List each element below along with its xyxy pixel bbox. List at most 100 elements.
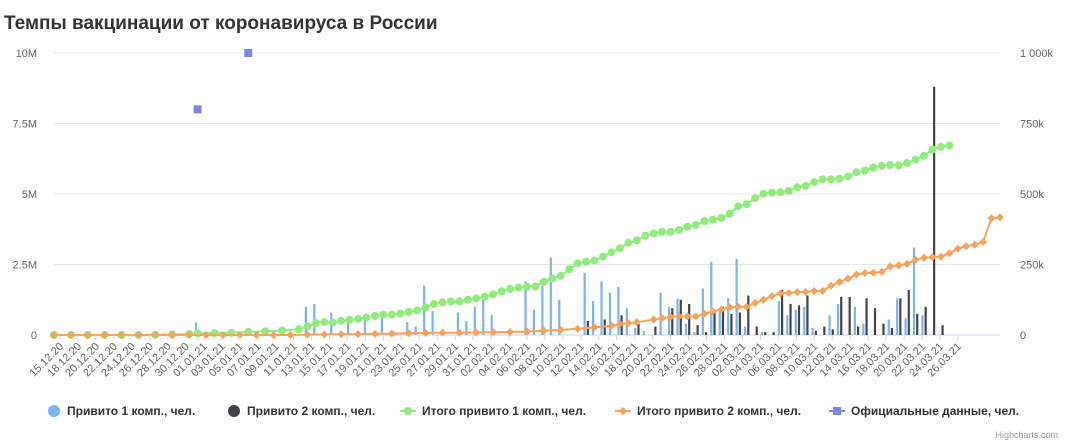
total-first-dose-point[interactable] — [877, 161, 886, 170]
total-first-dose-point[interactable] — [751, 194, 760, 203]
total-first-dose-point[interactable] — [810, 178, 819, 187]
total-first-dose-point[interactable] — [624, 238, 633, 247]
series-second-dose-daily[interactable] — [586, 86, 944, 335]
bar-second-dose[interactable] — [857, 326, 860, 335]
bar-first-dose[interactable] — [591, 301, 595, 335]
total-second-dose-point[interactable] — [700, 309, 709, 318]
total-first-dose-point[interactable] — [590, 256, 599, 265]
bar-first-dose[interactable] — [760, 332, 764, 335]
bar-first-dose[interactable] — [617, 287, 620, 335]
total-second-dose-point[interactable] — [50, 331, 58, 339]
bar-first-dose[interactable] — [634, 327, 637, 335]
bar-first-dose[interactable] — [912, 247, 916, 335]
bar-first-dose[interactable] — [406, 322, 409, 335]
total-second-dose-point[interactable] — [996, 213, 1004, 222]
total-first-dose-point[interactable] — [497, 287, 506, 296]
total-second-dose-point[interactable] — [793, 288, 802, 297]
total-second-dose-point[interactable] — [151, 331, 160, 339]
bar-first-dose[interactable] — [600, 281, 603, 335]
total-first-dose-point[interactable] — [489, 290, 498, 299]
bar-second-dose[interactable] — [688, 303, 691, 335]
total-first-dose-point[interactable] — [894, 161, 903, 170]
total-second-dose-point[interactable] — [438, 328, 447, 337]
total-second-dose-point[interactable] — [860, 268, 869, 277]
total-second-dose-point[interactable] — [953, 244, 962, 253]
total-first-dose-point[interactable] — [506, 285, 515, 294]
bar-first-dose[interactable] — [347, 318, 350, 335]
total-first-dose-point[interactable] — [945, 141, 954, 150]
total-first-dose-point[interactable] — [725, 209, 734, 218]
bar-first-dose[interactable] — [794, 309, 797, 335]
bar-first-dose[interactable] — [853, 306, 857, 335]
credits-link[interactable]: Highcharts.com — [995, 430, 1058, 440]
total-first-dose-point[interactable] — [565, 265, 574, 274]
bar-second-dose[interactable] — [899, 298, 902, 335]
total-first-dose-point[interactable] — [869, 163, 878, 172]
total-first-dose-point[interactable] — [843, 172, 852, 181]
series-total-first-dose[interactable] — [50, 141, 954, 339]
total-second-dose-point[interactable] — [218, 331, 227, 339]
total-first-dose-point[interactable] — [556, 271, 565, 280]
bar-first-dose[interactable] — [541, 285, 544, 335]
bar-first-dose[interactable] — [431, 311, 434, 335]
bar-second-dose[interactable] — [764, 332, 767, 335]
total-second-dose-point[interactable] — [66, 331, 75, 339]
bar-second-dose[interactable] — [916, 313, 919, 335]
bar-first-dose[interactable] — [608, 292, 612, 335]
bar-second-dose[interactable] — [780, 289, 784, 335]
total-first-dose-point[interactable] — [835, 174, 844, 183]
bar-second-dose[interactable] — [924, 306, 927, 335]
total-first-dose-point[interactable] — [370, 311, 379, 320]
bar-first-dose[interactable] — [735, 258, 738, 335]
total-second-dose-point[interactable] — [100, 331, 109, 339]
bar-second-dose[interactable] — [941, 325, 944, 335]
bar-first-dose[interactable] — [532, 309, 536, 335]
bar-second-dose[interactable] — [713, 309, 716, 335]
total-second-dose-point[interactable] — [455, 328, 464, 337]
total-second-dose-point[interactable] — [776, 289, 785, 298]
total-second-dose-point[interactable] — [539, 326, 548, 335]
total-first-dose-point[interactable] — [632, 236, 641, 245]
bar-first-dose[interactable] — [380, 318, 384, 335]
total-second-dose-point[interactable] — [979, 237, 988, 246]
total-second-dose-point[interactable] — [185, 331, 194, 339]
total-first-dose-point[interactable] — [742, 200, 751, 209]
total-second-dose-point[interactable] — [852, 270, 861, 279]
total-first-dose-point[interactable] — [455, 297, 464, 306]
bar-first-dose[interactable] — [828, 315, 831, 335]
bar-second-dose[interactable] — [772, 332, 775, 335]
bar-first-dose[interactable] — [744, 326, 747, 335]
total-second-dose-point[interactable] — [767, 292, 776, 301]
total-second-dose-point[interactable] — [489, 328, 498, 337]
total-second-dose-point[interactable] — [649, 315, 658, 324]
total-first-dose-point[interactable] — [396, 309, 405, 318]
total-second-dose-point[interactable] — [337, 330, 346, 339]
total-second-dose-point[interactable] — [928, 253, 937, 262]
total-second-dose-point[interactable] — [286, 331, 295, 339]
total-first-dose-point[interactable] — [759, 189, 768, 198]
total-first-dose-point[interactable] — [936, 142, 945, 151]
bar-first-dose[interactable] — [887, 319, 890, 335]
bar-second-dose[interactable] — [823, 326, 826, 335]
total-second-dose-point[interactable] — [725, 303, 734, 312]
bar-first-dose[interactable] — [896, 298, 899, 335]
total-first-dose-point[interactable] — [700, 217, 709, 226]
total-second-dose-point[interactable] — [421, 329, 430, 338]
series-line[interactable] — [54, 144, 950, 336]
total-first-dose-point[interactable] — [860, 166, 869, 175]
total-second-dose-point[interactable] — [903, 259, 912, 268]
total-second-dose-point[interactable] — [919, 253, 928, 262]
bar-first-dose[interactable] — [777, 301, 780, 335]
bar-first-dose[interactable] — [583, 272, 586, 335]
total-second-dose-point[interactable] — [970, 240, 979, 249]
total-second-dose-point[interactable] — [708, 307, 717, 316]
official-data-point[interactable] — [244, 49, 253, 57]
total-second-dose-point[interactable] — [962, 242, 971, 251]
total-first-dose-point[interactable] — [818, 175, 827, 184]
total-first-dose-point[interactable] — [776, 188, 785, 197]
total-second-dose-point[interactable] — [835, 277, 844, 286]
bar-second-dose[interactable] — [738, 312, 741, 335]
bar-second-dose[interactable] — [730, 313, 733, 335]
bar-first-dose[interactable] — [659, 292, 662, 335]
bar-first-dose[interactable] — [524, 281, 527, 335]
